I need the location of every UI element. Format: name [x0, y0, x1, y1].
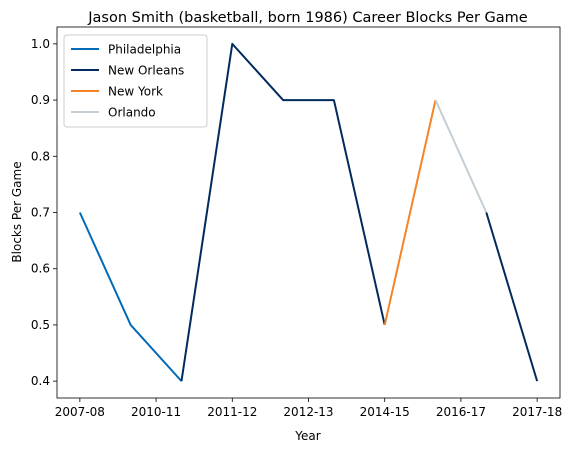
legend-label: New Orleans: [108, 64, 184, 78]
legend-label: New York: [108, 85, 163, 99]
series-line-new-york: [383, 99, 437, 326]
x-tick-label: 2012-13: [283, 405, 333, 419]
x-tick-label: 2014-15: [360, 405, 410, 419]
legend-label: Philadelphia: [108, 43, 181, 57]
series-line-new-orleans: [485, 212, 539, 382]
x-axis-label: Year: [294, 429, 320, 443]
x-tick-label: 2011-12: [207, 405, 257, 419]
y-tick-label: 1.0: [31, 37, 50, 51]
legend: Philadelphia New Orleans New York Orlando: [63, 34, 208, 128]
y-tick-label: 0.9: [31, 93, 50, 107]
chart-title: Jason Smith (basketball, born 1986) Care…: [87, 10, 528, 26]
x-tick-label: 2016-17: [436, 405, 486, 419]
y-tick-label: 0.6: [31, 262, 50, 276]
y-tick-label: 0.7: [31, 206, 50, 220]
y-axis-label: Blocks Per Game: [10, 161, 24, 262]
x-axis: 2007-08 2010-11 2011-12 2012-13 2014-15 2016-…: [55, 398, 562, 419]
y-tick-label: 0.8: [31, 149, 50, 163]
series-line-philadelphia: [78, 212, 183, 382]
series-lines: [78, 42, 539, 382]
legend-label: Orlando: [108, 106, 156, 120]
x-tick-label: 2007-08: [55, 405, 105, 419]
legend-box: [63, 34, 208, 128]
x-tick-label: 2017-18: [512, 405, 562, 419]
series-line-orlando: [434, 99, 488, 213]
y-tick-label: 0.4: [31, 374, 50, 388]
y-tick-label: 0.5: [31, 318, 50, 332]
x-tick-label: 2010-11: [131, 405, 181, 419]
y-axis: 0.4 0.5 0.6 0.7 0.8 0.9 1.0: [31, 37, 57, 388]
series-line-new-orleans: [180, 42, 386, 382]
